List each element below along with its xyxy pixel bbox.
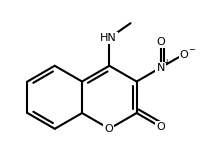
Text: N: N — [157, 63, 165, 73]
Text: O: O — [180, 50, 189, 60]
Text: HN: HN — [100, 33, 116, 43]
Text: O: O — [156, 37, 165, 47]
Text: −: − — [188, 45, 195, 54]
Text: +: + — [163, 58, 169, 67]
Text: O: O — [104, 124, 113, 134]
Text: O: O — [156, 122, 165, 132]
